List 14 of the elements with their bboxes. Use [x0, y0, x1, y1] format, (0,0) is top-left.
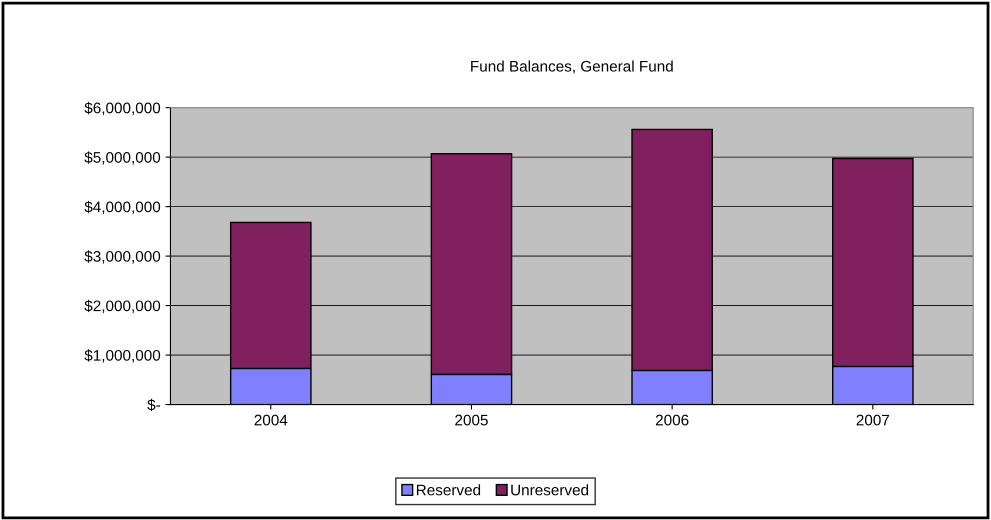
y-tick-label: $3,000,000	[84, 250, 160, 264]
x-tick-label: 2006	[656, 414, 688, 426]
x-tick-label: 2005	[455, 414, 488, 426]
x-tick-label: 2007	[856, 414, 890, 426]
y-tick-label: $-	[147, 398, 160, 412]
y-tick-label: $2,000,000	[84, 300, 160, 314]
y-tick-label: $4,000,000	[84, 200, 160, 214]
y-tick-label: $1,000,000	[84, 349, 160, 363]
y-tick-label: $6,000,000	[84, 102, 160, 116]
chart-title: Fund Balances, General Fund	[471, 60, 673, 74]
x-tick-label: 2004	[254, 414, 288, 426]
y-tick-label: $5,000,000	[84, 151, 160, 165]
legend-label: Unreserved	[511, 484, 588, 496]
legend-label: Reserved	[416, 484, 480, 496]
